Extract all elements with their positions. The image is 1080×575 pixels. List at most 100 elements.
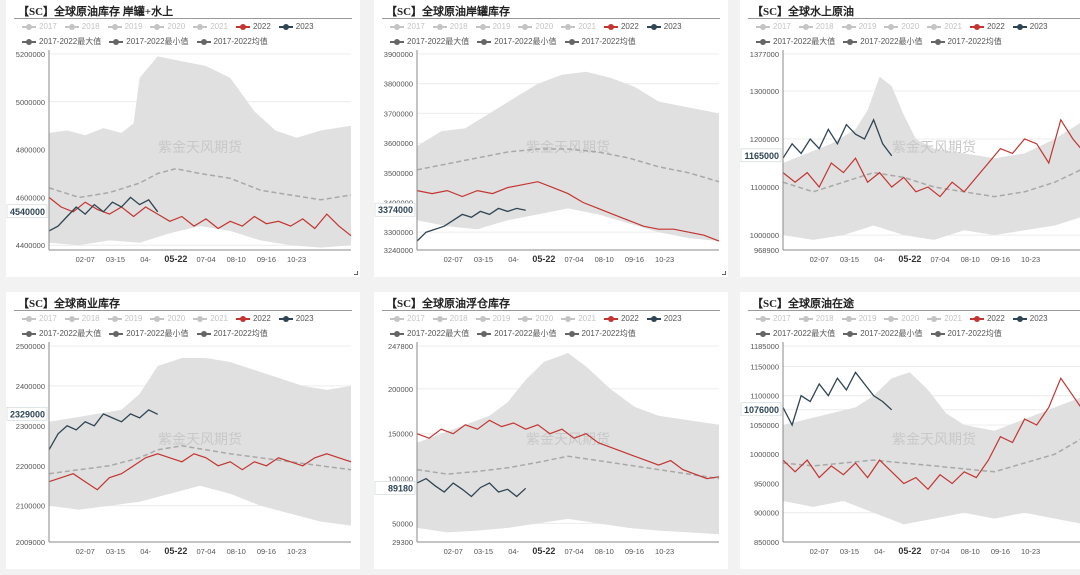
legend-item-2023[interactable]: 2023 [278,314,314,323]
legend-item-2017-2022最小值[interactable]: 2017-2022最小值 [843,328,923,339]
legend-item-2021[interactable]: 2021 [193,314,228,323]
legend-item-2017-2022均值[interactable]: 2017-2022均值 [564,36,636,47]
chart-panel-5: 【SC】全球原油浮仓库存 2017 2018 2019 2020 2021 2022 2023… [374,292,734,575]
legend-label: 2018 [815,314,834,323]
legend-item-2019[interactable]: 2019 [107,22,142,31]
chart-panel-4: 【SC】全球商业库存 2017 2018 2019 2020 2021 2022 2023 20… [6,292,366,575]
legend-marker-icon [646,23,661,31]
x-tick-label: 07-04 [930,255,949,264]
title-divider [14,18,352,19]
legend-label: 2022 [620,314,639,323]
legend-item-2021[interactable]: 2021 [193,22,228,31]
legend-row1: 2017 2018 2019 2020 2021 2022 2023 [756,22,1048,31]
legend-label: 2023 [663,314,682,323]
legend-item-2020[interactable]: 2020 [150,22,185,31]
legend-label: 2022 [252,22,271,31]
resize-handle-icon[interactable] [722,271,726,275]
legend-item-2018[interactable]: 2018 [432,22,468,31]
legend-item-2021[interactable]: 2021 [561,314,596,323]
legend-item-2019[interactable]: 2019 [841,22,876,31]
legend-item-2017-2022最大值[interactable]: 2017-2022最大值 [390,36,469,47]
legend-item-2017-2022最大值[interactable]: 2017-2022最大值 [756,36,835,47]
legend-item-2023[interactable]: 2023 [1012,314,1048,323]
legend-row2: 2017-2022最大值 2017-2022最小值 2017-2022均值 [390,328,636,339]
legend-label: 2017-2022均值 [213,37,268,46]
value-marker-box [740,402,782,417]
legend-marker-icon [927,23,942,31]
legend-item-2018[interactable]: 2018 [64,314,100,323]
legend-marker-icon [564,38,579,46]
legend-item-2017-2022最小值[interactable]: 2017-2022最小值 [109,36,189,47]
legend-marker-icon [756,315,770,323]
legend-item-2017-2022均值[interactable]: 2017-2022均值 [196,328,268,339]
legend-item-2017[interactable]: 2017 [756,22,791,31]
range-band [783,76,1080,240]
legend-item-2017-2022最小值[interactable]: 2017-2022最小值 [843,36,923,47]
legend-item-2018[interactable]: 2018 [798,314,834,323]
legend-item-2020[interactable]: 2020 [884,314,919,323]
legend-item-2022[interactable]: 2022 [235,314,271,323]
legend-item-2017-2022最大值[interactable]: 2017-2022最大值 [390,328,469,339]
legend-item-2020[interactable]: 2020 [518,314,553,323]
legend-item-2021[interactable]: 2021 [561,22,596,31]
range-band [783,372,1080,525]
legend-marker-icon [193,23,208,31]
legend-item-2022[interactable]: 2022 [603,22,639,31]
legend-label: 2022 [986,314,1005,323]
legend-item-2023[interactable]: 2023 [646,314,682,323]
legend-item-2017[interactable]: 2017 [22,314,57,323]
legend-item-2018[interactable]: 2018 [64,22,100,31]
legend-item-2017-2022最小值[interactable]: 2017-2022最小值 [109,328,189,339]
legend-item-2022[interactable]: 2022 [969,22,1005,31]
legend-item-2017-2022最小值[interactable]: 2017-2022最小值 [477,328,557,339]
legend-item-2017-2022均值[interactable]: 2017-2022均值 [930,328,1002,339]
legend-row2: 2017-2022最大值 2017-2022最小值 2017-2022均值 [22,328,268,339]
range-band [417,71,719,242]
legend-label: 2017-2022最大值 [407,37,470,46]
y-tick-label: 1377000 [750,50,779,59]
legend-item-2018[interactable]: 2018 [798,22,834,31]
legend-item-2018[interactable]: 2018 [432,314,468,323]
chart-card: 【SC】全球原油库存 岸罐+水上 2017 2018 2019 2020 2021 2022… [6,0,360,277]
legend-item-2022[interactable]: 2022 [603,314,639,323]
legend-item-2022[interactable]: 2022 [235,22,271,31]
resize-handle-icon[interactable] [354,271,358,275]
legend-item-2022[interactable]: 2022 [969,314,1005,323]
legend-label: 2017-2022最大值 [39,329,102,338]
legend-label: 2018 [449,314,468,323]
legend-marker-icon [477,330,492,338]
legend-item-2021[interactable]: 2021 [927,22,962,31]
legend-item-2017-2022最小值[interactable]: 2017-2022最小值 [477,36,557,47]
legend-item-2020[interactable]: 2020 [150,314,185,323]
legend-item-2017[interactable]: 2017 [390,22,425,31]
legend-item-2019[interactable]: 2019 [841,314,876,323]
legend-item-2019[interactable]: 2019 [475,314,510,323]
legend-item-2023[interactable]: 2023 [646,22,682,31]
legend-label: 2017-2022均值 [581,329,636,338]
legend-marker-icon [390,330,404,338]
legend-marker-icon [150,23,165,31]
legend-item-2017[interactable]: 2017 [22,22,57,31]
legend-item-2019[interactable]: 2019 [107,314,142,323]
x-tick-label: 05-22 [532,546,555,556]
legend-item-2023[interactable]: 2023 [278,22,314,31]
legend-item-2021[interactable]: 2021 [927,314,962,323]
legend-item-2017[interactable]: 2017 [756,314,791,323]
legend-marker-icon [969,315,984,323]
legend-item-2023[interactable]: 2023 [1012,22,1048,31]
legend-item-2017-2022均值[interactable]: 2017-2022均值 [564,328,636,339]
legend-item-2017[interactable]: 2017 [390,314,425,323]
legend-item-2020[interactable]: 2020 [884,22,919,31]
legend-item-2017-2022最大值[interactable]: 2017-2022最大值 [22,328,101,339]
x-tick-label: 10-23 [655,255,674,264]
legend-item-2017-2022最大值[interactable]: 2017-2022最大值 [756,328,835,339]
legend-item-2017-2022均值[interactable]: 2017-2022均值 [930,36,1002,47]
legend-marker-icon [477,38,492,46]
x-tick-label: 08-10 [595,547,614,556]
legend-item-2019[interactable]: 2019 [475,22,510,31]
x-tick-label: 09-16 [625,255,644,264]
legend-item-2020[interactable]: 2020 [518,22,553,31]
legend-label: 2017-2022最大值 [407,329,470,338]
legend-item-2017-2022均值[interactable]: 2017-2022均值 [196,36,268,47]
legend-item-2017-2022最大值[interactable]: 2017-2022最大值 [22,36,101,47]
